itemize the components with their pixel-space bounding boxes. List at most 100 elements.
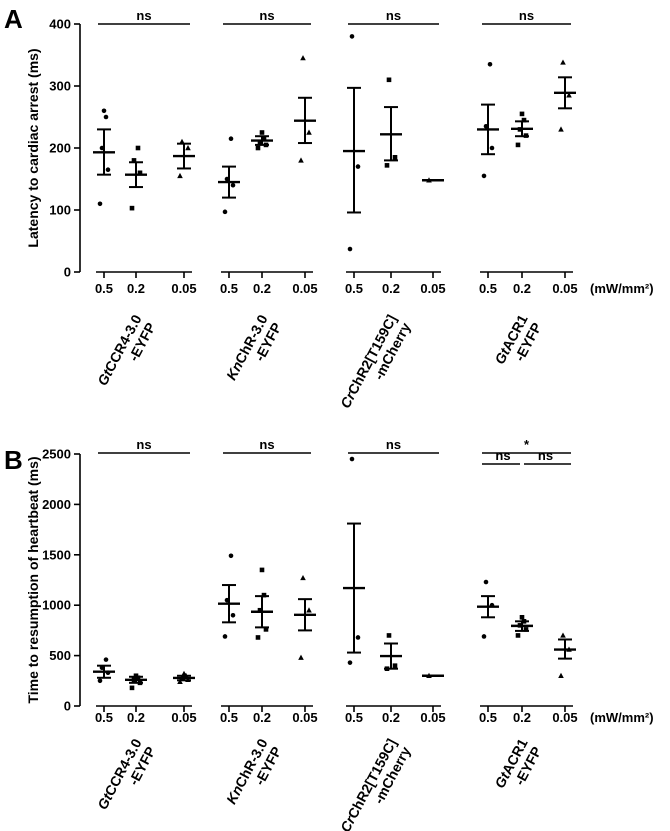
x-category-label: 0.05 [420, 710, 445, 725]
data-point [521, 117, 527, 123]
x-category-label: 0.5 [479, 281, 497, 296]
data-point [519, 111, 525, 117]
data-point [306, 607, 312, 613]
data-point [481, 173, 487, 179]
data-point [349, 456, 355, 462]
data-point [185, 145, 191, 151]
data-point [133, 673, 139, 679]
data-point [261, 592, 267, 598]
significance-label: ns [386, 8, 401, 23]
x-category-label: 0.05 [171, 281, 196, 296]
y-tick-label: 0 [64, 265, 71, 280]
data-point [257, 139, 263, 145]
data-point [519, 614, 525, 620]
x-category-label: 0.2 [513, 710, 531, 725]
data-point [392, 663, 398, 668]
y-tick-label: 400 [49, 17, 71, 32]
x-category-label: 0.2 [127, 281, 145, 296]
panel-letter-b: B [4, 445, 23, 475]
data-point [263, 627, 269, 632]
unit-label: (mW/mm²) [590, 710, 654, 725]
y-tick-label: 2500 [42, 447, 71, 462]
y-tick-label: 100 [49, 203, 71, 218]
data-point [137, 170, 143, 176]
data-point [101, 108, 107, 114]
x-category-label: 0.2 [127, 710, 145, 725]
y-tick-label: 500 [49, 648, 71, 663]
x-category-label: 0.5 [220, 281, 238, 296]
x-category-label: 0.2 [513, 281, 531, 296]
data-point [355, 164, 361, 169]
data-point [489, 145, 495, 151]
y-tick-label: 1000 [42, 598, 71, 613]
data-point [228, 136, 234, 141]
data-point [131, 158, 137, 163]
data-point [255, 145, 261, 151]
x-category-label: 0.5 [220, 710, 238, 725]
y-tick-label: 2000 [42, 497, 71, 512]
data-point [259, 567, 265, 573]
significance-label: ns [519, 8, 534, 23]
data-point [105, 167, 111, 172]
significance-label: ns [136, 437, 151, 452]
data-point [481, 634, 487, 639]
x-category-label: 0.05 [552, 281, 577, 296]
x-category-label: 0.5 [95, 281, 113, 296]
data-point [523, 627, 529, 632]
x-category-label: 0.05 [552, 710, 577, 725]
data-point [177, 172, 183, 179]
significance-label: ns [259, 8, 274, 23]
data-point [298, 157, 304, 163]
unit-label: (mW/mm²) [590, 281, 654, 296]
data-point [230, 612, 236, 618]
data-point [222, 209, 228, 215]
y-tick-label: 200 [49, 141, 71, 156]
data-point [259, 130, 265, 135]
data-point [103, 114, 109, 120]
significance-label: * [524, 437, 530, 452]
data-point [97, 201, 103, 207]
data-point [560, 632, 566, 638]
x-category-label: 0.2 [253, 710, 271, 725]
x-category-label: 0.05 [420, 281, 445, 296]
data-point [515, 142, 521, 148]
y-tick-label: 0 [64, 699, 71, 714]
y-axis-label: Latency to cardiac arrest (ms) [25, 48, 41, 247]
x-category-label: 0.2 [382, 281, 400, 296]
data-point [230, 182, 236, 188]
y-axis-label: Time to resumption of heartbeat (ms) [25, 456, 41, 703]
data-point [347, 660, 353, 665]
data-point [257, 607, 263, 613]
x-category-label: 0.5 [479, 710, 497, 725]
x-category-label: 0.05 [292, 281, 317, 296]
data-point [129, 205, 135, 211]
data-point [483, 579, 489, 585]
data-point [177, 678, 183, 685]
x-category-label: 0.2 [253, 281, 271, 296]
data-point [306, 129, 312, 135]
significance-label: ns [259, 437, 274, 452]
data-point [487, 62, 493, 67]
data-point [560, 59, 566, 65]
data-point [349, 34, 355, 39]
significance-sublabel: ns [538, 448, 553, 463]
x-category-label: 0.2 [382, 710, 400, 725]
data-point [386, 77, 392, 83]
panel-a: 0 100 200 300 400 Latency to cardiac arrest (… [25, 8, 654, 411]
data-point [103, 657, 109, 662]
x-category-label: 0.5 [345, 710, 363, 725]
data-point [386, 633, 392, 638]
data-point [566, 92, 572, 98]
data-point [558, 672, 564, 678]
data-point [222, 634, 228, 639]
data-point [298, 654, 304, 660]
data-point [300, 55, 306, 61]
significance-label: ns [386, 437, 401, 452]
x-category-label: 0.5 [95, 710, 113, 725]
data-point [129, 685, 135, 691]
x-category-label: 0.05 [171, 710, 196, 725]
data-point [300, 574, 306, 581]
data-point [355, 635, 361, 640]
data-point [384, 163, 390, 168]
